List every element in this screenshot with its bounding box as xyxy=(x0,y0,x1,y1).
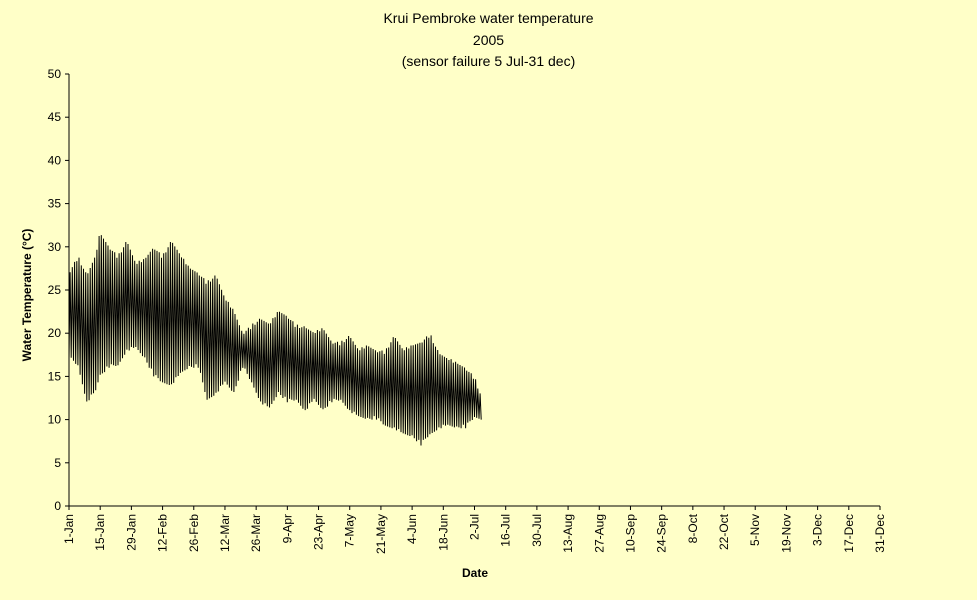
y-tick-label: 45 xyxy=(48,110,62,124)
y-tick-label: 5 xyxy=(54,456,61,470)
x-tick-label: 12-Feb xyxy=(156,514,170,552)
x-tick-label: 3-Dec xyxy=(811,514,825,546)
x-tick-label: 30-Jul xyxy=(530,514,544,547)
x-tick-label: 29-Jan xyxy=(124,514,138,551)
x-tick-label: 31-Dec xyxy=(873,514,887,553)
y-tick-label: 20 xyxy=(48,326,62,340)
y-tick-label: 10 xyxy=(48,413,62,427)
temperature-series-line xyxy=(68,235,482,446)
x-tick-label: 23-Apr xyxy=(312,514,326,550)
x-tick-label: 1-Jan xyxy=(62,514,76,544)
x-tick-label: 26-Mar xyxy=(249,514,263,552)
y-tick-label: 35 xyxy=(48,197,62,211)
y-tick-label: 30 xyxy=(48,240,62,254)
x-tick-label: 15-Jan xyxy=(93,514,107,551)
y-tick-label: 25 xyxy=(48,283,62,297)
y-tick-label: 50 xyxy=(48,67,62,81)
x-tick-label: 17-Dec xyxy=(842,514,856,553)
x-tick-label: 7-May xyxy=(343,514,357,547)
chart-note: (sensor failure 5 Jul-31 dec) xyxy=(401,53,576,69)
x-tick-label: 22-Oct xyxy=(717,513,731,550)
y-axis-title: Water Temperature (°C) xyxy=(20,229,34,362)
x-tick-label: 9-Apr xyxy=(280,514,294,543)
x-tick-label: 5-Nov xyxy=(748,514,762,546)
y-axis: 0 5 10 15 20 25 30 35 40 45 50 xyxy=(48,67,70,513)
x-tick-label: 16-Jul xyxy=(499,514,513,547)
x-tick-label: 19-Nov xyxy=(779,514,793,553)
x-tick-label: 8-Oct xyxy=(686,513,700,543)
x-tick-label: 12-Mar xyxy=(218,514,232,552)
x-tick-label: 21-May xyxy=(374,514,388,554)
y-tick-label: 40 xyxy=(48,153,62,167)
x-axis-title: Date xyxy=(462,566,488,580)
x-tick-label: 27-Aug xyxy=(592,514,606,553)
x-tick-label: 13-Aug xyxy=(561,514,575,553)
x-tick-label: 2-Jul xyxy=(468,514,482,540)
chart-subtitle: 2005 xyxy=(472,32,505,48)
y-tick-label: 15 xyxy=(48,369,62,383)
x-tick-label: 24-Sep xyxy=(655,514,669,553)
x-tick-label: 4-Jun xyxy=(405,514,419,544)
x-tick-label: 26-Feb xyxy=(187,514,201,552)
x-axis: 1-Jan 15-Jan 29-Jan 12-Feb 26-Feb 12-Mar 26-Ma… xyxy=(62,505,887,554)
x-tick-label: 18-Jun xyxy=(436,514,450,551)
chart-title: Krui Pembroke water temperature xyxy=(383,10,594,26)
y-tick-label: 0 xyxy=(54,499,61,513)
x-tick-label: 10-Sep xyxy=(623,514,637,553)
series-layer xyxy=(68,235,482,446)
